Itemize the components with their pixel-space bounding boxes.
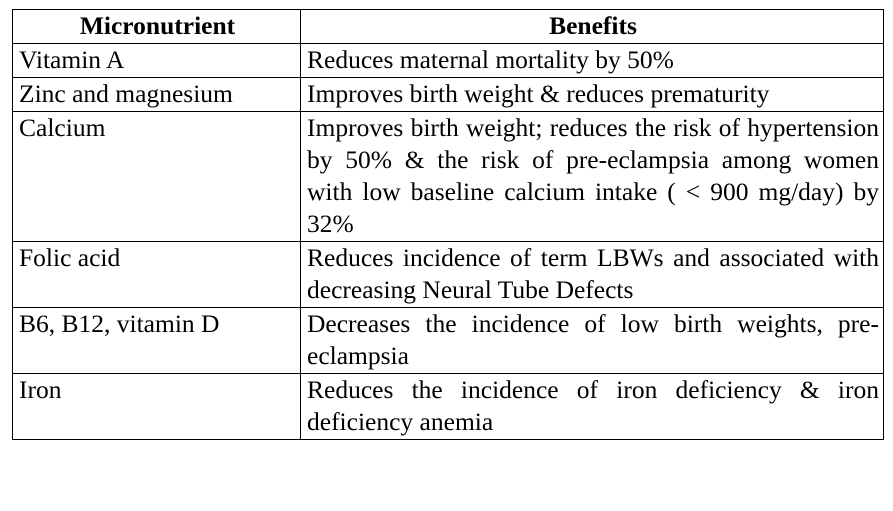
table-body: Vitamin A Reduces maternal mortality by … [12,43,884,440]
table-header: Micronutrient Benefits [12,9,884,44]
benefit-cell: Reduces incidence of term LBWs and assoc… [300,241,884,308]
header-row: Micronutrient Benefits [12,9,884,44]
micronutrient-cell: Iron [12,373,301,440]
benefit-cell: Improves birth weight & reduces prematur… [300,77,884,112]
table-row: Vitamin A Reduces maternal mortality by … [12,43,884,78]
micronutrient-cell: Vitamin A [12,43,301,78]
header-micronutrient: Micronutrient [12,9,301,44]
benefit-cell: Reduces the incidence of iron deficiency… [300,373,884,440]
table-row: Zinc and magnesium Improves birth weight… [12,77,884,112]
micronutrient-cell: Calcium [12,111,301,242]
micronutrient-cell: Zinc and magnesium [12,77,301,112]
header-benefits: Benefits [300,9,884,44]
micronutrient-cell: B6, B12, vitamin D [12,307,301,374]
micronutrient-benefits-table: Micronutrient Benefits Vitamin A Reduces… [12,9,884,440]
table-row: B6, B12, vitamin D Decreases the inciden… [12,307,884,374]
micronutrient-cell: Folic acid [12,241,301,308]
benefit-cell: Improves birth weight; reduces the risk … [300,111,884,242]
benefit-cell: Reduces maternal mortality by 50% [300,43,884,78]
table-row: Folic acid Reduces incidence of term LBW… [12,241,884,308]
table-row: Iron Reduces the incidence of iron defic… [12,373,884,440]
table-row: Calcium Improves birth weight; reduces t… [12,111,884,242]
benefit-cell: Decreases the incidence of low birth wei… [300,307,884,374]
